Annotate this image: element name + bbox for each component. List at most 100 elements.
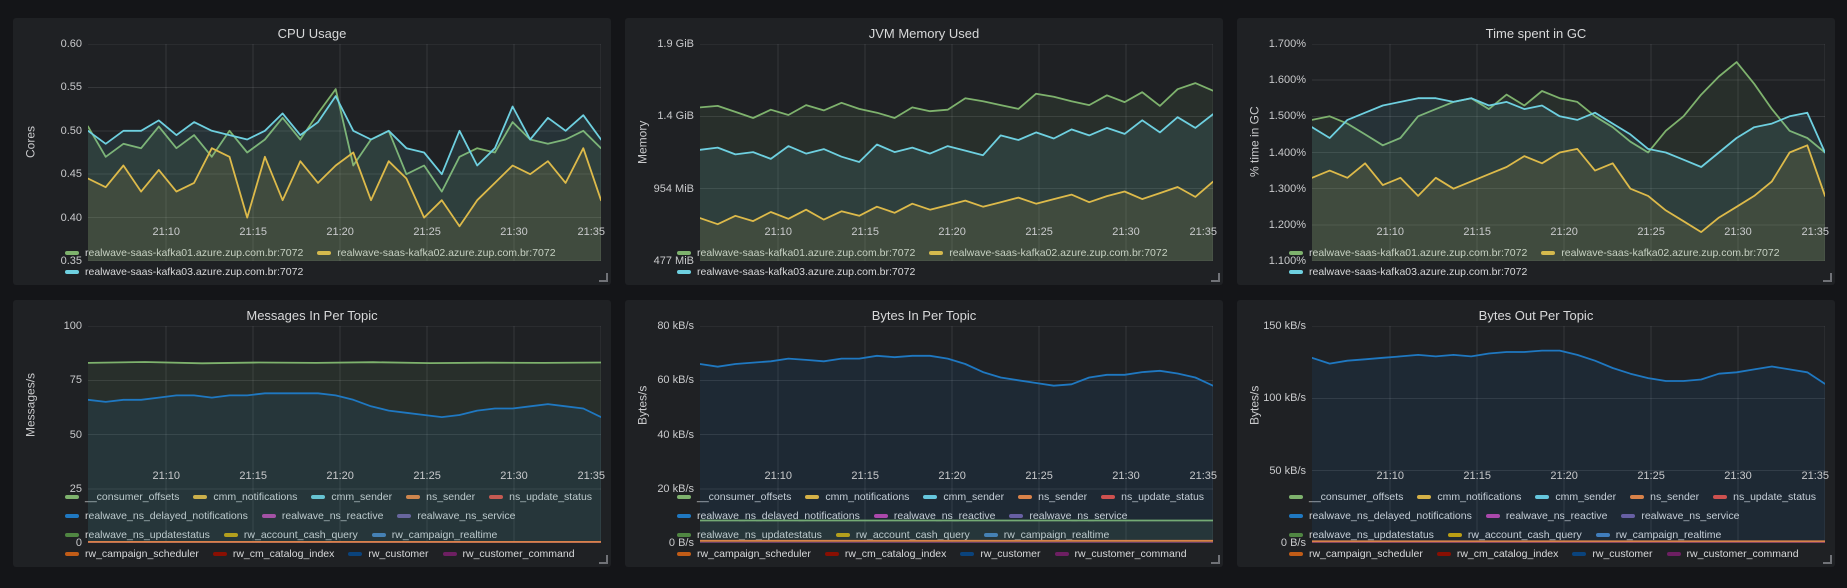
legend-series-name: realwave_ns_service [417, 509, 516, 522]
y-axis-label: Messages/s [23, 372, 38, 438]
legend-item-cmm_sender[interactable]: cmm_sender [311, 491, 392, 503]
legend-color-dash [489, 494, 504, 499]
legend-item-realwave-saas-kafka01.azure.zup.com.br:7072[interactable]: realwave-saas-kafka01.azure.zup.com.br:7… [677, 247, 915, 259]
x-axis-tick-label: 21:35 [1801, 470, 1829, 482]
legend-item-cmm_notifications[interactable]: cmm_notifications [1417, 491, 1521, 503]
panel-title[interactable]: JVM Memory Used [868, 26, 980, 41]
legend-series-name: ns_sender [1650, 490, 1700, 503]
legend-color-dash [348, 551, 363, 556]
legend-item-rw_campaign_realtime[interactable]: rw_campaign_realtime [371, 529, 497, 541]
legend-color-dash [1630, 494, 1645, 499]
legend-item-realwave_ns_service[interactable]: realwave_ns_service [397, 510, 515, 522]
legend-item-ns_sender[interactable]: ns_sender [1018, 491, 1087, 503]
x-axis-tick-label: 21:35 [1801, 226, 1829, 238]
legend-item-rw_customer[interactable]: rw_customer [348, 548, 429, 560]
chart-cpu-usage: Cores 0.35 0.40 0.45 0.50 0.55 0.60 21:10 21:1… [23, 38, 606, 267]
y-axis-tick-label: 25 [69, 482, 82, 495]
panel-resize-handle[interactable] [1211, 273, 1220, 282]
plot-area[interactable]: 477 MiB 954 MiB 1.4 GiB 1.9 GiB [654, 38, 1213, 267]
x-axis-tick-label: 21:15 [1463, 226, 1491, 238]
panel-title[interactable]: Time spent in GC [1485, 26, 1587, 41]
legend-item-rw_cm_catalog_index[interactable]: rw_cm_catalog_index [212, 548, 334, 560]
legend-series-name: realwave-saas-kafka03.azure.zup.com.br:7… [1309, 265, 1528, 278]
panel-title[interactable]: Messages In Per Topic [246, 308, 378, 323]
legend-color-dash [677, 532, 691, 537]
legend-color-dash [1535, 494, 1550, 499]
panel-resize-handle[interactable] [599, 273, 608, 282]
legend-item-realwave_ns_delayed_notifications[interactable]: realwave_ns_delayed_notifications [677, 510, 860, 522]
y-axis-tick-label: 80 kB/s [657, 320, 694, 332]
legend-item-__consumer_offsets[interactable]: __consumer_offsets [677, 491, 791, 503]
plot-area[interactable]: 0 B/s 20 kB/s 40 kB/s 60 kB/s 80 kB/s [657, 320, 1213, 549]
legend-item-ns_update_status[interactable]: ns_update_status [1101, 491, 1204, 503]
plot-area[interactable]: 0 B/s 50 kB/s 100 kB/s 150 kB/s [1263, 320, 1825, 549]
legend-item-cmm_sender[interactable]: cmm_sender [923, 491, 1004, 503]
chart-jvm-memory: Memory 477 MiB 954 MiB 1.4 GiB 1.9 GiB 21:1… [635, 38, 1218, 267]
legend-item-cmm_notifications[interactable]: cmm_notifications [193, 491, 297, 503]
legend-item-rw_campaign_scheduler[interactable]: rw_campaign_scheduler [65, 548, 199, 560]
legend-item-rw_campaign_scheduler[interactable]: rw_campaign_scheduler [1289, 548, 1423, 560]
legend-item-realwave_ns_updatestatus[interactable]: realwave_ns_updatestatus [65, 529, 210, 541]
legend-item-__consumer_offsets[interactable]: __consumer_offsets [1289, 491, 1403, 503]
legend-item-cmm_notifications[interactable]: cmm_notifications [805, 491, 909, 503]
plot-area[interactable]: 0 25 50 75 100 [64, 320, 601, 549]
series-area-realwave-saas-kafka03.azure.zup.com.br:7072 [88, 96, 601, 261]
panel-resize-handle[interactable] [599, 555, 608, 564]
legend-item-rw_customer_command[interactable]: rw_customer_command [442, 548, 575, 560]
legend-item-rw_customer_command[interactable]: rw_customer_command [1054, 548, 1187, 560]
legend-color-dash [677, 513, 691, 518]
legend-item-realwave-saas-kafka03.azure.zup.com.br:7072[interactable]: realwave-saas-kafka03.azure.zup.com.br:7… [677, 266, 915, 278]
legend-item-ns_sender[interactable]: ns_sender [406, 491, 475, 503]
legend-item-realwave-saas-kafka03.azure.zup.com.br:7072[interactable]: realwave-saas-kafka03.azure.zup.com.br:7… [65, 266, 303, 278]
legend-item-realwave-saas-kafka02.azure.zup.com.br:7072[interactable]: realwave-saas-kafka02.azure.zup.com.br:7… [317, 247, 556, 259]
plot-area[interactable]: 1.100% 1.200% 1.300% 1.400% 1.500% 1.600% 1.70… [1269, 38, 1825, 267]
legend-item-ns_update_status[interactable]: ns_update_status [489, 491, 592, 503]
legend-item-realwave-saas-kafka02.azure.zup.com.br:7072[interactable]: realwave-saas-kafka02.azure.zup.com.br:7… [1541, 247, 1780, 259]
x-axis-tick-label: 21:15 [239, 226, 267, 238]
legend-item-rw_customer_command[interactable]: rw_customer_command [1666, 548, 1799, 560]
legend-item-rw_customer[interactable]: rw_customer [1572, 548, 1653, 560]
legend-item-rw_campaign_realtime[interactable]: rw_campaign_realtime [983, 529, 1109, 541]
legend-item-ns_update_status[interactable]: ns_update_status [1713, 491, 1816, 503]
panel-title[interactable]: CPU Usage [277, 26, 347, 41]
legend-item-realwave-saas-kafka03.azure.zup.com.br:7072[interactable]: realwave-saas-kafka03.azure.zup.com.br:7… [1289, 266, 1527, 278]
legend-item-rw_account_cash_query[interactable]: rw_account_cash_query [1447, 529, 1582, 541]
legend-item-realwave-saas-kafka01.azure.zup.com.br:7072[interactable]: realwave-saas-kafka01.azure.zup.com.br:7… [1289, 247, 1527, 259]
legend-item-rw_account_cash_query[interactable]: rw_account_cash_query [835, 529, 970, 541]
x-axis-tick-label: 21:25 [1637, 470, 1665, 482]
legend-item-__consumer_offsets[interactable]: __consumer_offsets [65, 491, 179, 503]
legend-item-ns_sender[interactable]: ns_sender [1630, 491, 1699, 503]
x-axis-tick-label: 21:20 [326, 470, 354, 482]
panel-title[interactable]: Bytes Out Per Topic [1478, 308, 1594, 323]
legend-item-rw_campaign_scheduler[interactable]: rw_campaign_scheduler [677, 548, 811, 560]
legend-item-realwave-saas-kafka02.azure.zup.com.br:7072[interactable]: realwave-saas-kafka02.azure.zup.com.br:7… [929, 247, 1168, 259]
legend-item-realwave_ns_reactive[interactable]: realwave_ns_reactive [1485, 510, 1607, 522]
legend-item-realwave-saas-kafka01.azure.zup.com.br:7072[interactable]: realwave-saas-kafka01.azure.zup.com.br:7… [65, 247, 303, 259]
legend-item-rw_customer[interactable]: rw_customer [960, 548, 1041, 560]
legend-item-rw_cm_catalog_index[interactable]: rw_cm_catalog_index [1436, 548, 1558, 560]
panel-resize-handle[interactable] [1823, 273, 1832, 282]
legend-item-rw_account_cash_query[interactable]: rw_account_cash_query [223, 529, 358, 541]
legend-item-realwave_ns_service[interactable]: realwave_ns_service [1621, 510, 1739, 522]
legend-color-dash [261, 513, 276, 518]
panel-resize-handle[interactable] [1211, 555, 1220, 564]
legend-series-name: ns_update_status [1121, 490, 1205, 503]
legend-item-realwave_ns_delayed_notifications[interactable]: realwave_ns_delayed_notifications [1289, 510, 1472, 522]
legend-item-realwave_ns_reactive[interactable]: realwave_ns_reactive [261, 510, 383, 522]
legend-item-realwave_ns_delayed_notifications[interactable]: realwave_ns_delayed_notifications [65, 510, 248, 522]
panel-title[interactable]: Bytes In Per Topic [871, 308, 977, 323]
legend-item-rw_cm_catalog_index[interactable]: rw_cm_catalog_index [824, 548, 946, 560]
legend-item-realwave_ns_updatestatus[interactable]: realwave_ns_updatestatus [1289, 529, 1434, 541]
legend-color-dash [929, 250, 944, 255]
legend-series-name: realwave-saas-kafka01.azure.zup.com.br:7… [697, 246, 916, 259]
legend-item-realwave_ns_service[interactable]: realwave_ns_service [1009, 510, 1127, 522]
panel-resize-handle[interactable] [1823, 555, 1832, 564]
plot-area[interactable]: 0.35 0.40 0.45 0.50 0.55 0.60 [61, 38, 601, 267]
legend-item-realwave_ns_reactive[interactable]: realwave_ns_reactive [873, 510, 995, 522]
legend-item-cmm_sender[interactable]: cmm_sender [1535, 491, 1616, 503]
legend-color-dash [677, 551, 691, 556]
legend-item-rw_campaign_realtime[interactable]: rw_campaign_realtime [1595, 529, 1721, 541]
series-line-realwave-saas-kafka02.azure.zup.com.br:7072 [88, 147, 601, 228]
legend: realwave-saas-kafka01.azure.zup.com.br:7… [1289, 243, 1825, 281]
legend-item-realwave_ns_updatestatus[interactable]: realwave_ns_updatestatus [677, 529, 822, 541]
